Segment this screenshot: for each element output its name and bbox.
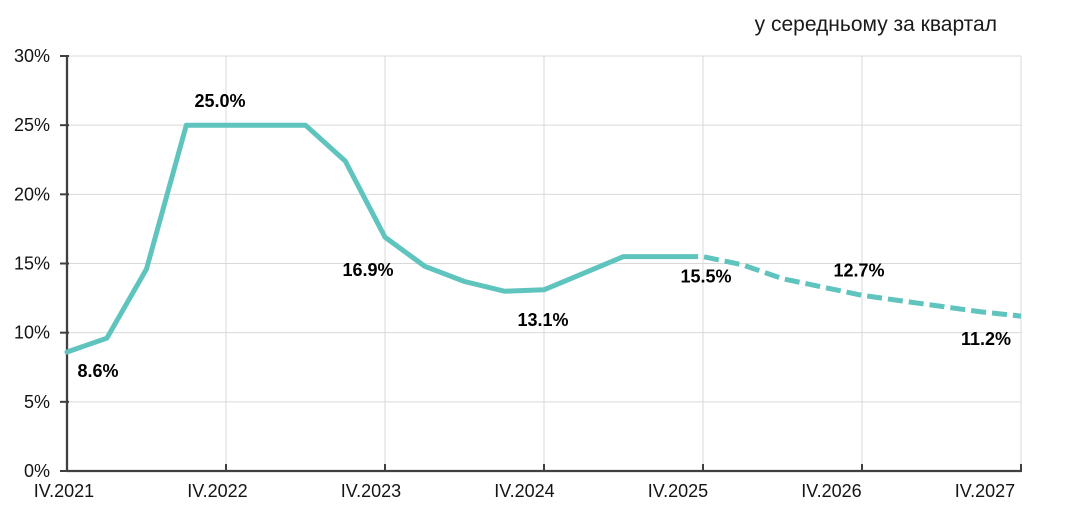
rate-line-series [64, 122, 1022, 355]
x-tick-label: IV.2025 [648, 481, 708, 501]
x-tick-label: IV.2021 [34, 481, 94, 501]
x-tick-label: IV.2027 [955, 481, 1015, 501]
y-tick-label: 5% [24, 392, 50, 412]
gridlines [67, 55, 1022, 471]
chart-title: у середньому за квартал [754, 13, 997, 36]
axes [60, 55, 1022, 473]
data-point-labels: 8.6% 25.0% 16.9% 13.1% 15.5% 12.7% 11.2% [77, 91, 1011, 381]
y-tick-label: 20% [14, 184, 50, 204]
point-value-label: 15.5% [680, 267, 731, 287]
point-value-label: 11.2% [961, 329, 1011, 349]
y-tick-label: 25% [14, 115, 50, 135]
point-value-label: 13.1% [517, 310, 568, 330]
x-tick-label: IV.2023 [341, 481, 401, 501]
point-value-label: 16.9% [342, 260, 393, 280]
y-tick-label: 15% [14, 254, 50, 274]
point-value-label: 8.6% [77, 361, 118, 381]
point-value-label: 12.7% [833, 260, 884, 280]
x-tick-label: IV.2024 [494, 481, 554, 501]
point-value-label: 25.0% [194, 91, 245, 111]
y-tick-label: 0% [24, 461, 50, 481]
x-tick-label: IV.2026 [801, 481, 861, 501]
x-tick-label: IV.2022 [187, 481, 247, 501]
actual-rate-line [64, 122, 686, 355]
y-tick-label: 10% [14, 323, 50, 343]
axis-tick-labels: 0% 5% 10% 15% 20% 25% 30% IV.2021 IV.2022 IV.2023… [14, 46, 1015, 501]
y-tick-label: 30% [14, 46, 50, 66]
forecast-rate-line [683, 254, 1022, 319]
